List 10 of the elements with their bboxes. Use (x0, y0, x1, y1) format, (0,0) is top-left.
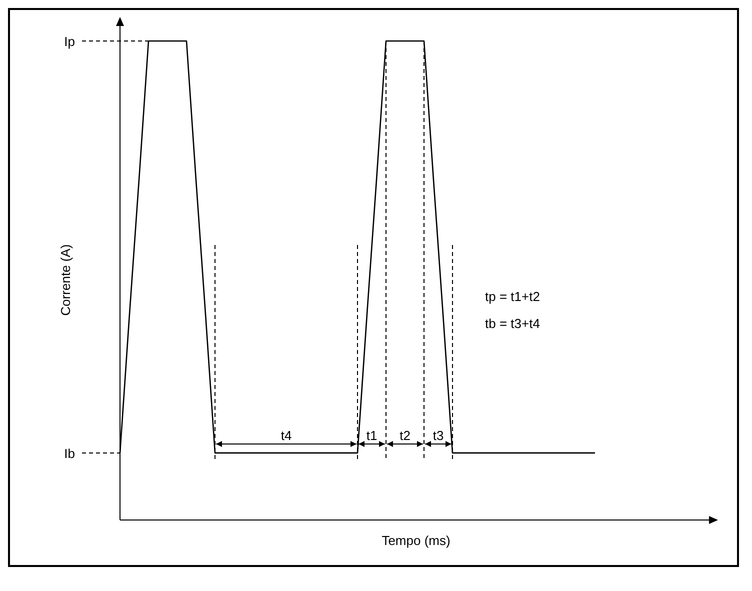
y-axis-title: Corrente (A) (58, 244, 73, 316)
annotation: tp = t1+t2 (485, 289, 540, 304)
annotation: t4 (280, 428, 292, 443)
ref-line-label: Ip (64, 34, 75, 49)
annotation: t1 (366, 428, 378, 443)
ref-line-label: Ib (64, 446, 75, 461)
annotation: tb = t3+t4 (485, 316, 540, 331)
x-axis-title: Tempo (ms) (382, 533, 450, 548)
annotation: t2 (400, 428, 410, 443)
annotation: t3 (432, 428, 444, 443)
